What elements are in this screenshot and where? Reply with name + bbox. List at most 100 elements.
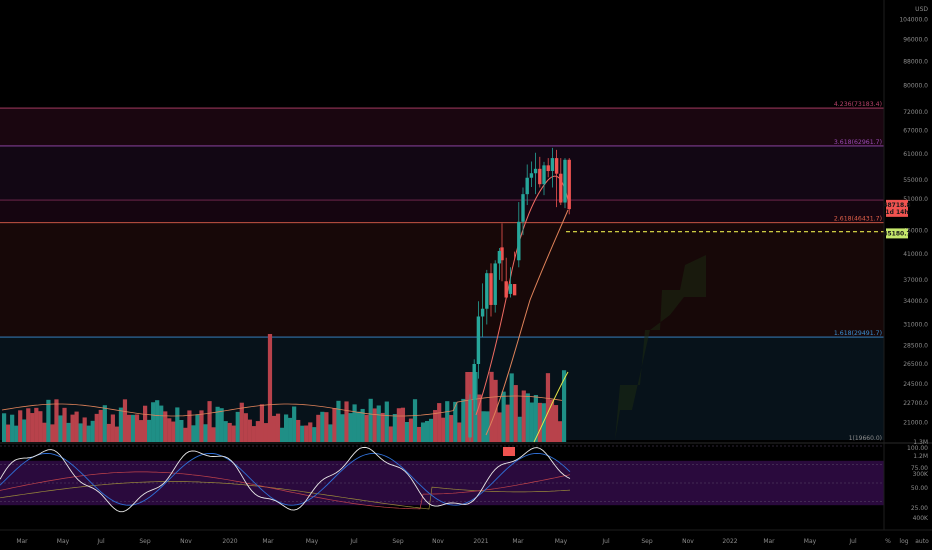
volume-bar — [118, 407, 124, 442]
volume-bar — [336, 400, 341, 442]
volume-bar — [203, 424, 208, 442]
volume-bar — [396, 408, 401, 442]
price-tick: 80000.0 — [903, 83, 928, 90]
volume-bar — [352, 404, 357, 442]
volume-bar — [328, 424, 333, 442]
volume-bar — [90, 420, 95, 442]
volume-bar — [62, 407, 67, 442]
candle-body — [521, 194, 525, 222]
volume-bar — [473, 372, 478, 442]
volume-bar — [138, 420, 144, 442]
price-tick: 72000.0 — [903, 109, 928, 116]
volume-bar — [134, 414, 140, 442]
time-axis[interactable]: Mar May Jul Sep Nov 2020 Mar May Jul Sep Nov 2021 Ma… — [0, 529, 932, 545]
volume-bar — [243, 413, 248, 442]
volume-bar — [215, 406, 220, 442]
volume-bar — [42, 422, 47, 442]
candle-body — [542, 165, 546, 185]
volume-bar — [46, 399, 51, 442]
volume-bar — [400, 407, 406, 442]
volume-bar — [163, 411, 168, 442]
volume-bar — [429, 418, 434, 442]
volume-bar — [324, 412, 329, 442]
volume-bar — [183, 427, 188, 442]
volume-bar — [155, 400, 160, 442]
stochastic-oscillator-pane[interactable] — [0, 442, 932, 513]
volume-bar — [126, 414, 132, 442]
price-badge — [886, 228, 908, 239]
candle-body — [563, 159, 567, 203]
time-tick: 2022 — [722, 538, 737, 545]
osc-d-line — [0, 452, 571, 506]
volume-bar — [376, 405, 381, 442]
volume-bar — [344, 401, 349, 442]
volume-bar — [179, 419, 184, 442]
scale-toggle[interactable]: auto — [915, 538, 929, 545]
volume-bar — [70, 414, 75, 442]
volume-bar — [130, 414, 136, 442]
volume-bar — [18, 410, 23, 442]
volume-bar — [533, 394, 538, 442]
volume-bar — [425, 421, 430, 442]
candle-body — [472, 364, 476, 400]
price-tick: 28500.0 — [903, 343, 928, 350]
price-candles[interactable] — [468, 147, 571, 442]
price-tick: USD — [915, 6, 928, 13]
time-tick: Mar — [262, 538, 274, 545]
volume-bar — [82, 417, 87, 442]
scale-toggle[interactable]: log — [899, 538, 908, 545]
volume-bar — [437, 403, 442, 442]
volume-bar — [251, 426, 256, 442]
volume-bar — [453, 401, 458, 442]
forecast-projection — [615, 255, 706, 440]
price-tick: 51000.0 — [903, 196, 928, 203]
price-tick: 41000.0 — [903, 251, 928, 258]
volume-bar — [461, 398, 466, 442]
candle-body — [559, 173, 563, 203]
volume-bar — [521, 390, 526, 442]
volume-bar — [529, 402, 534, 442]
volume-bar — [151, 402, 156, 442]
oscillator-tick: 25.00 — [911, 505, 928, 512]
candle-body — [489, 273, 493, 305]
volume-bar — [167, 418, 172, 442]
time-tick: Nov — [682, 538, 694, 545]
fib-band — [0, 222, 884, 338]
candle-body — [567, 159, 571, 210]
price-tick: 21000.0 — [903, 420, 928, 427]
time-tick: May — [57, 538, 70, 545]
volume-bar — [288, 417, 293, 442]
oscillator-tick: 100.00 — [907, 445, 928, 452]
scale-toggle[interactable]: % — [885, 538, 891, 545]
time-tick: Nov — [432, 538, 444, 545]
candle-body — [554, 158, 559, 174]
price-tick: 31000.0 — [903, 321, 928, 328]
volume-label: 1(19660.0) — [849, 435, 882, 442]
volume-bar — [207, 401, 212, 442]
volume-bar — [98, 409, 103, 442]
price-axis[interactable]: 104000.0 USD 96000.0 88000.0 80000.0 72000.0 6… — [883, 0, 929, 530]
time-tick: Mar — [763, 538, 775, 545]
candle-body — [538, 168, 542, 185]
time-tick: Mar — [512, 538, 524, 545]
volume-bar — [34, 407, 39, 442]
time-tick: 2020 — [222, 538, 237, 545]
volume-bar — [231, 425, 236, 442]
price-tick: 34000.0 — [903, 298, 928, 305]
volume-bar — [239, 402, 244, 442]
volume-bar — [6, 424, 11, 442]
volume-bar — [416, 426, 422, 442]
volume-bar — [392, 413, 397, 442]
price-tick: 37000.0 — [903, 277, 928, 284]
volume-bar — [219, 408, 224, 442]
fib-label: 3.618(62961.7) — [834, 139, 882, 146]
volume-bar — [348, 413, 353, 442]
fib-label: 2.618(46431.7) — [834, 216, 882, 223]
candle-body — [468, 399, 472, 438]
volume-bar — [223, 421, 228, 442]
volume-bar — [147, 419, 152, 442]
candle-body — [504, 281, 508, 298]
volume-bar — [78, 423, 83, 442]
volume-bar — [477, 394, 482, 442]
